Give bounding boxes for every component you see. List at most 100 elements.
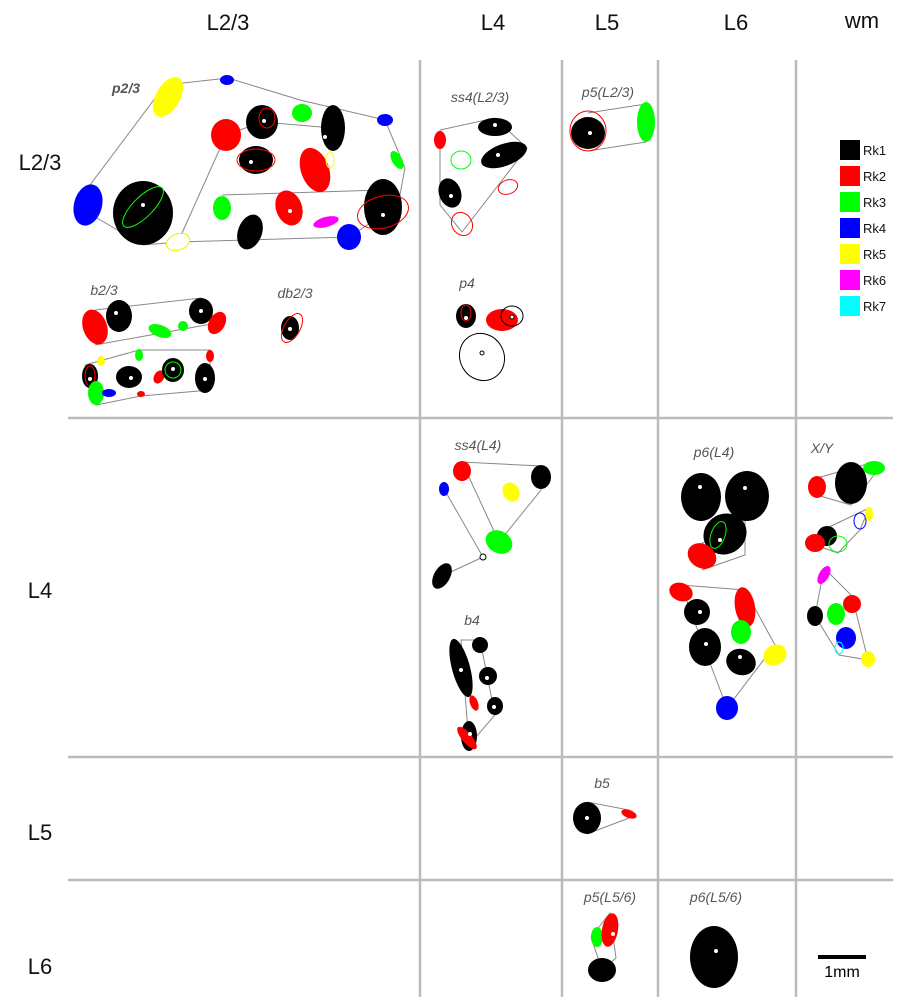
cell-ellipse <box>148 324 172 338</box>
cell-ellipse <box>211 119 241 151</box>
cell-ellipse <box>835 462 867 504</box>
cell-ellipse <box>808 476 826 498</box>
label: L2/3 <box>19 150 62 175</box>
cell-ellipse <box>861 651 875 667</box>
cell-ellipse <box>113 181 173 245</box>
connector <box>814 506 870 554</box>
cell-center <box>262 119 266 123</box>
label: ss4(L2/3) <box>451 89 509 105</box>
legend-swatch <box>840 218 860 238</box>
cell-ellipse <box>601 913 619 947</box>
label: L5 <box>595 10 619 35</box>
cell-center <box>479 553 487 561</box>
cell-ellipse <box>681 473 721 521</box>
connector <box>461 461 542 543</box>
cell-ellipse <box>479 667 497 685</box>
label: p2/3 <box>111 80 140 96</box>
cell-center <box>493 123 497 127</box>
cell-ellipse <box>220 75 234 85</box>
cell-ellipse <box>807 606 823 626</box>
cell-ellipse <box>531 465 551 489</box>
label: L4 <box>481 10 505 35</box>
cell-ellipse <box>621 809 637 819</box>
cell-ellipse <box>73 184 103 226</box>
cell-center <box>714 949 718 953</box>
cell-center <box>588 131 592 135</box>
cell-center <box>509 314 515 320</box>
cell-center <box>323 135 327 139</box>
cell-ellipse <box>689 628 721 666</box>
legend-swatch <box>840 140 860 160</box>
cell-center <box>288 327 292 331</box>
cell-ellipse <box>690 926 738 988</box>
cell-ellipse <box>669 582 693 602</box>
cell-center <box>88 377 92 381</box>
cell-ellipse <box>684 599 710 625</box>
cell-center <box>718 538 722 542</box>
cell-ellipse <box>236 148 276 172</box>
cell-center <box>141 203 145 207</box>
cell-ellipse <box>637 102 655 142</box>
cell-ellipse <box>97 356 105 366</box>
label: Rk7 <box>863 299 886 314</box>
cell-center <box>129 376 133 380</box>
cell-ellipse <box>453 461 471 481</box>
label: p4 <box>458 275 475 291</box>
cell-ellipse <box>377 114 393 126</box>
cell-ellipse <box>485 530 513 554</box>
cell-center <box>492 705 496 709</box>
cell-center <box>199 309 203 313</box>
cell-center <box>496 153 500 157</box>
label: L6 <box>28 954 52 979</box>
cell-ellipse <box>122 186 164 228</box>
cell-ellipse <box>497 179 519 195</box>
cell-ellipse <box>827 603 845 625</box>
cell-ellipse <box>828 535 848 553</box>
label: Rk4 <box>863 221 886 236</box>
label: p6(L5/6) <box>689 889 742 905</box>
cell-ellipse <box>88 381 104 405</box>
cell-center <box>459 668 463 672</box>
legend-swatch <box>840 166 860 186</box>
cell-ellipse <box>863 461 885 475</box>
label: Rk6 <box>863 273 886 288</box>
cell-ellipse <box>716 696 738 720</box>
label: db2/3 <box>277 285 312 301</box>
cell-ellipse <box>325 151 335 169</box>
cell-center <box>171 367 175 371</box>
connector <box>441 488 484 577</box>
cell-ellipse <box>687 543 717 569</box>
cell-ellipse <box>321 105 345 151</box>
cell-ellipse <box>82 309 108 345</box>
group <box>840 140 860 316</box>
cell-ellipse <box>434 131 446 149</box>
cell-ellipse <box>481 141 527 169</box>
label: X/Y <box>810 440 835 456</box>
label: L6 <box>724 10 748 35</box>
group <box>73 75 885 988</box>
cell-center <box>381 213 385 217</box>
cell-ellipse <box>703 513 747 555</box>
cell-ellipse <box>102 389 116 397</box>
cell-center <box>249 160 253 164</box>
cell-ellipse <box>591 927 603 947</box>
cell-ellipse <box>246 105 278 139</box>
cell-ellipse <box>731 620 751 644</box>
cell-ellipse <box>239 146 273 174</box>
cell-center <box>611 932 615 936</box>
cell-ellipse <box>500 305 524 327</box>
cell-ellipse <box>390 150 404 170</box>
cell-center <box>203 377 207 381</box>
cell-center <box>479 350 485 356</box>
legend-swatch <box>840 244 860 264</box>
label: Rk5 <box>863 247 886 262</box>
cell-ellipse <box>763 644 787 666</box>
label: Rk3 <box>863 195 886 210</box>
cell-ellipse <box>438 178 462 208</box>
label: L4 <box>28 578 52 603</box>
cell-center <box>698 610 702 614</box>
cell-ellipse <box>299 147 331 193</box>
cell-ellipse <box>450 150 472 170</box>
cell-ellipse <box>472 637 488 653</box>
